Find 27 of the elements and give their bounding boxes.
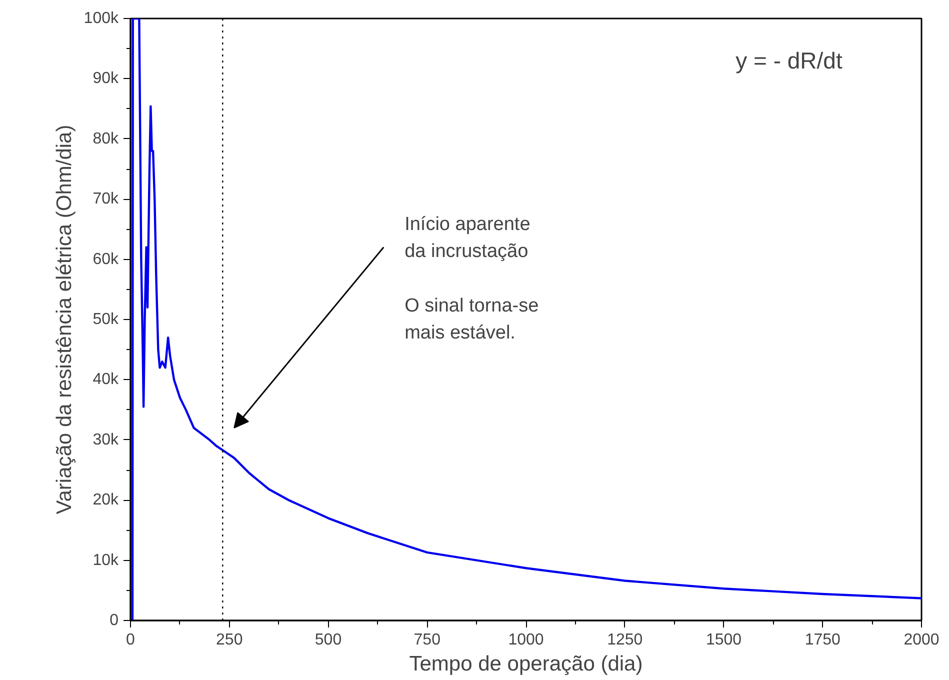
- annotation: Início aparente: [404, 214, 530, 236]
- x-tick-label: 1750: [804, 632, 841, 648]
- y-tick-label: 70k: [92, 190, 120, 208]
- y-tick-label: 40k: [92, 371, 120, 388]
- x-tick-label: 0: [126, 632, 136, 648]
- y-axis-title: Variação da resistência elétrica (Ohm/dia): [52, 124, 76, 514]
- y-tick-label: 100k: [84, 10, 120, 27]
- x-tick-label: 750: [414, 632, 441, 648]
- annotation: y = - dR/dt: [736, 48, 843, 74]
- y-tick-label: 50k: [92, 311, 120, 328]
- x-tick-label: 1250: [607, 632, 643, 648]
- y-tick-label: 30k: [92, 431, 120, 448]
- x-tick-label: 250: [216, 632, 243, 648]
- x-tick-label: 2000: [904, 632, 940, 648]
- y-tick-label: 90k: [92, 70, 120, 88]
- x-axis-title: Tempo de operação (dia): [409, 652, 643, 676]
- x-tick-label: 1500: [706, 632, 742, 648]
- y-tick-label: 60k: [92, 250, 120, 268]
- x-tick-label: 500: [314, 632, 342, 648]
- y-tick-label: 20k: [92, 492, 120, 509]
- x-tick-label: 1000: [508, 632, 544, 648]
- annotation: da incrustação: [404, 241, 528, 262]
- y-tick-label: 80k: [92, 130, 120, 148]
- y-tick-label: 0: [110, 612, 119, 629]
- annotation: O sinal torna-se: [404, 295, 539, 316]
- y-tick-label: 10k: [92, 552, 120, 569]
- annotation: mais estável.: [404, 322, 516, 344]
